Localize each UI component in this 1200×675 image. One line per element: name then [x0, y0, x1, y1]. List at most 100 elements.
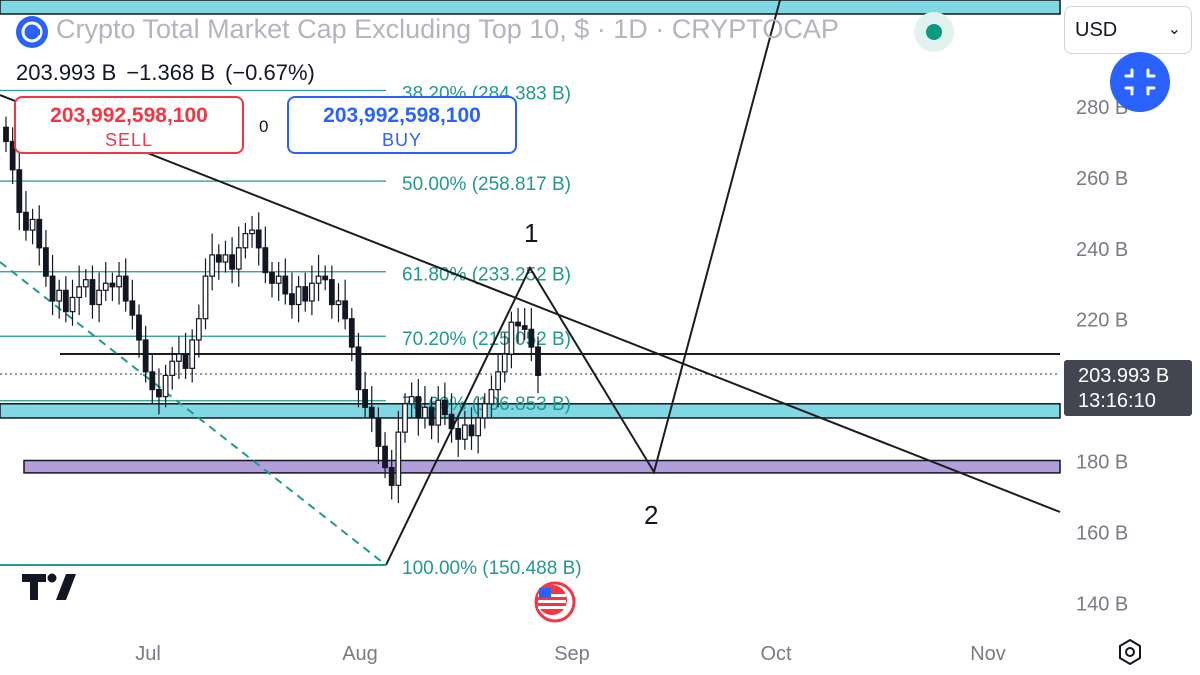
chart-title[interactable]: Crypto Total Market Cap Excluding Top 10…: [56, 14, 839, 44]
tradingview-logo-icon[interactable]: [20, 570, 80, 604]
candle: [488, 375, 495, 418]
candle-body: [355, 346, 362, 391]
candle: [535, 336, 541, 394]
candle: [481, 393, 488, 429]
candle-body: [495, 371, 501, 391]
candle-body: [501, 353, 508, 373]
candle-body: [16, 169, 23, 213]
candle: [455, 417, 462, 457]
candle-body: [408, 396, 415, 405]
last-price: 203.993 B: [16, 60, 117, 85]
candle: [229, 237, 236, 284]
candle-body: [322, 275, 329, 281]
candle-body: [475, 417, 482, 437]
buy-button[interactable]: 203,992,598,100 BUY: [287, 96, 517, 154]
candle-body: [461, 424, 468, 440]
candle: [16, 152, 23, 231]
candle: [355, 332, 362, 408]
wave-projection: [385, 0, 781, 566]
candle: [362, 371, 368, 418]
y-axis-tick: 180 B: [1076, 452, 1128, 474]
candle-body: [169, 360, 176, 377]
candle-body: [222, 254, 229, 263]
us-flag-icon[interactable]: [530, 580, 580, 626]
candle-body: [528, 328, 535, 348]
candle: [156, 368, 162, 415]
candle-body: [129, 300, 136, 316]
candle: [475, 396, 482, 454]
candle-body: [42, 247, 49, 277]
candle-body: [82, 279, 89, 288]
candle-body: [315, 275, 322, 284]
x-axis-tick: Nov: [970, 643, 1006, 665]
candle-body: [455, 427, 462, 440]
candle: [209, 233, 216, 291]
candle: [82, 269, 89, 298]
candle: [176, 336, 182, 379]
y-axis-tick: 160 B: [1076, 522, 1128, 544]
candle: [295, 276, 302, 323]
sell-button[interactable]: 203,992,598,100 SELL: [14, 96, 244, 154]
candle: [116, 261, 122, 305]
candle-body: [255, 229, 262, 249]
candle: [335, 283, 342, 323]
fib-label: 61.80% (233.252 B): [402, 265, 571, 286]
y-axis-tick: 220 B: [1076, 310, 1128, 332]
candle: [382, 432, 388, 479]
candle-body: [215, 254, 222, 263]
candle-body: [122, 275, 129, 302]
candle-body: [209, 254, 216, 277]
candle: [3, 116, 9, 153]
candle: [269, 261, 275, 298]
candle: [508, 311, 515, 369]
candle: [468, 407, 475, 450]
candle: [195, 304, 202, 358]
bar-countdown: 13:16:10: [1078, 390, 1156, 412]
candle-body: [368, 406, 375, 419]
currency-select[interactable]: USD ⌄: [1064, 6, 1192, 54]
candle-body: [189, 339, 196, 369]
candle-body: [448, 413, 455, 430]
wave-label-1: 1: [524, 218, 538, 248]
candle: [289, 272, 295, 319]
candle: [162, 364, 169, 408]
candle: [461, 410, 468, 450]
candle: [442, 382, 448, 426]
settings-icon[interactable]: [1116, 638, 1144, 666]
candle-body: [156, 389, 162, 398]
candle: [368, 386, 375, 433]
y-axis-tick: 140 B: [1076, 593, 1128, 615]
candle: [515, 308, 521, 344]
candle-body: [348, 318, 355, 348]
candle-body: [328, 279, 335, 306]
y-axis-tick: 240 B: [1076, 239, 1128, 261]
candle: [302, 272, 309, 312]
candle-body: [3, 126, 9, 143]
candle: [342, 279, 349, 330]
candle: [42, 230, 49, 287]
candle-body: [335, 300, 342, 306]
candle-body: [235, 247, 242, 270]
candle: [136, 304, 142, 358]
candle: [149, 354, 156, 404]
candle-body: [242, 233, 249, 249]
fib-label: 100.00% (150.488 B): [402, 558, 582, 579]
candle: [235, 226, 242, 287]
candle: [96, 272, 103, 323]
candle: [182, 332, 189, 379]
collapse-icon: [1124, 68, 1156, 96]
candle-body: [488, 389, 495, 405]
candle-body: [295, 286, 302, 306]
candle-body: [508, 321, 515, 355]
candle: [448, 393, 455, 443]
live-status-icon[interactable]: [914, 12, 954, 52]
candle: [23, 191, 29, 241]
candle-body: [435, 399, 442, 426]
candle: [388, 449, 395, 500]
candle-body: [362, 389, 368, 408]
candle: [102, 261, 109, 301]
candle-body: [302, 286, 309, 302]
candle-body: [428, 406, 435, 426]
collapse-button[interactable]: [1110, 52, 1170, 112]
